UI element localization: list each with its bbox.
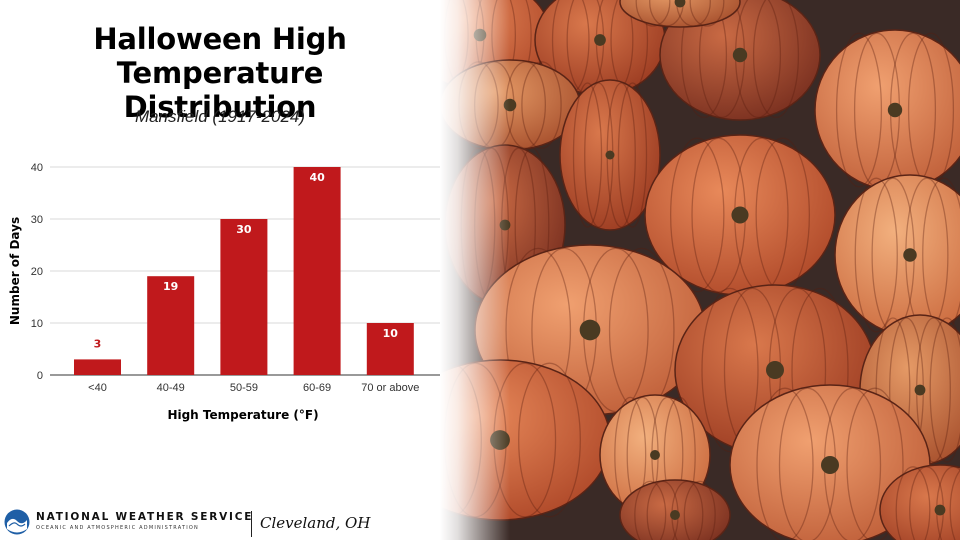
- chart-title-line-1: Halloween High Temperature: [93, 22, 347, 90]
- x-axis-ticks: <40 40-49 50-59 60-69 70 or above: [88, 382, 419, 394]
- y-tick-label: 10: [31, 318, 43, 330]
- data-label: 30: [236, 223, 252, 236]
- chart-title: Halloween High Temperature Distribution: [0, 22, 440, 124]
- chart-subtitle: Mansfield (1917-2024): [134, 107, 306, 126]
- bar: [366, 323, 414, 375]
- y-tick-label: 30: [31, 214, 43, 226]
- bar: [74, 359, 121, 375]
- y-tick-label: 40: [31, 162, 43, 174]
- organization-subtitle: OCEANIC AND ATMOSPHERIC ADMINISTRATION: [36, 525, 199, 531]
- bar: [147, 276, 195, 375]
- data-label: 3: [94, 337, 102, 350]
- x-tick-label: 70 or above: [361, 382, 419, 394]
- y-axis-ticks: 0 10 20 30 40: [31, 162, 43, 382]
- bar-chart: 0 10 20 30 40 3 19 30 40 10 <40 40-49 50-59 60-69 70…: [8, 162, 440, 422]
- bars: [74, 167, 414, 375]
- y-tick-label: 20: [31, 266, 43, 278]
- bar: [293, 167, 341, 375]
- value-labels: 3 19 30 40 10: [94, 171, 399, 350]
- footer: NATIONAL WEATHER SERVICE OCEANIC AND ATM…: [0, 505, 440, 541]
- noaa-logo-icon: [4, 509, 30, 535]
- bar: [220, 219, 268, 375]
- x-axis-title: High Temperature (°F): [167, 408, 318, 422]
- x-tick-label: 40-49: [157, 382, 185, 394]
- footer-divider: [251, 511, 252, 537]
- y-axis-title: Number of Days: [8, 217, 22, 325]
- x-tick-label: 50-59: [230, 382, 258, 394]
- pumpkins-photo: [440, 0, 960, 540]
- office-name: Cleveland, OH: [260, 514, 371, 532]
- chart-title-line-2: Distribution: [123, 90, 317, 124]
- data-label: 19: [163, 280, 178, 293]
- data-label: 40: [309, 171, 325, 184]
- y-tick-label: 0: [37, 370, 43, 382]
- x-tick-label: <40: [88, 382, 107, 394]
- data-label: 10: [383, 327, 399, 340]
- organization-name: NATIONAL WEATHER SERVICE: [36, 511, 254, 523]
- photo-fade-overlay: [440, 0, 510, 540]
- x-tick-label: 60-69: [303, 382, 331, 394]
